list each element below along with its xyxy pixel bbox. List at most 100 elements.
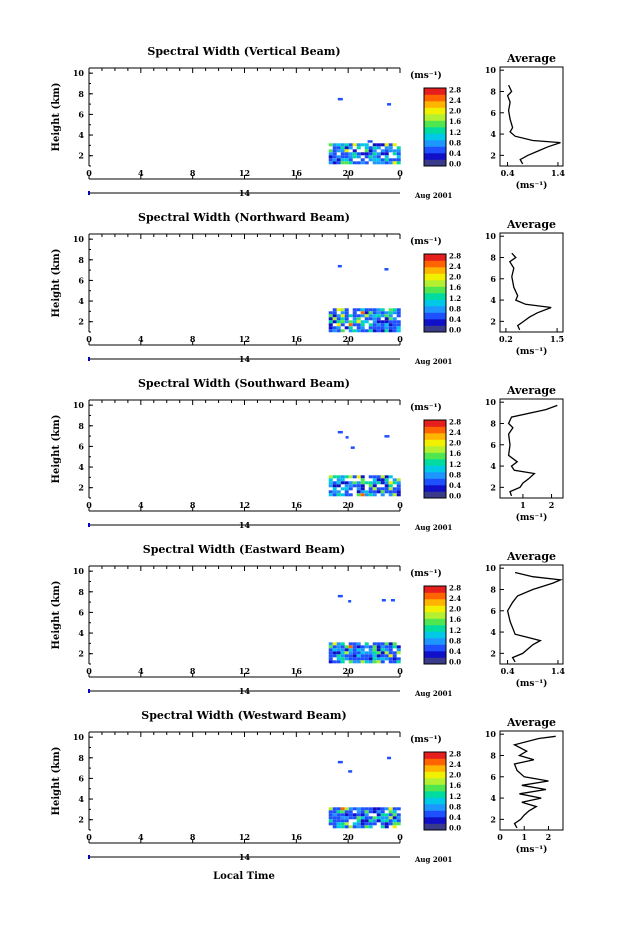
spectral-width-cell — [384, 146, 389, 150]
colorbar-tick-label: 2.0 — [449, 771, 461, 780]
spectral-width-cell — [388, 314, 393, 318]
spectral-width-cell — [332, 487, 337, 491]
colorbar-tick-label: 1.6 — [449, 615, 461, 624]
spectral-width-cell — [356, 155, 361, 159]
spectral-width-cell — [340, 493, 345, 497]
colorbar-tick-label: 0.8 — [449, 138, 461, 147]
colorbar-segment — [424, 586, 446, 593]
spectral-width-cell — [352, 475, 357, 479]
spectral-width-cell — [332, 329, 337, 333]
colorbar-segment — [424, 107, 446, 115]
spectral-width-cell — [360, 810, 365, 814]
spectral-width-cell — [396, 155, 401, 159]
spectral-width-cell — [352, 323, 357, 327]
spectral-width-cell — [356, 657, 361, 661]
average-y-tick-label: 2 — [490, 150, 496, 160]
spectral-width-cell — [360, 481, 365, 485]
spectral-width-cell — [356, 816, 361, 820]
colorbar-segment — [424, 765, 446, 772]
spectral-width-cell — [380, 487, 385, 491]
colorbar-tick-label: 0.8 — [449, 802, 461, 811]
average-x-tick-label: 1 — [521, 832, 527, 842]
spectral-width-cell — [348, 481, 353, 485]
average-y-tick-label: 2 — [490, 814, 496, 824]
average-x-tick-label: 1.5 — [550, 334, 564, 344]
x-tick-label: 0 — [397, 666, 403, 676]
spectral-width-cell — [380, 478, 385, 482]
spectral-width-cell — [368, 481, 373, 485]
spectral-width-cell — [392, 819, 397, 823]
date-label: Aug 2001 — [414, 191, 452, 200]
spectral-width-cell — [340, 478, 345, 482]
spectral-width-cell — [360, 813, 365, 817]
average-frame — [499, 730, 564, 831]
colorbar-segment — [424, 465, 446, 473]
colorbar-tick-label: 2.0 — [449, 439, 461, 448]
spectral-width-cell — [348, 807, 353, 811]
spectral-width-cell — [392, 490, 397, 494]
y-tick-label: 8 — [78, 89, 84, 99]
colorbar-segment — [424, 810, 446, 818]
spectral-width-cell — [340, 819, 345, 823]
spectral-width-cell — [368, 317, 373, 321]
spectral-width-cell — [332, 475, 337, 479]
spectral-width-cell — [372, 819, 377, 823]
colorbar-unit: (ms⁻¹) — [410, 236, 442, 247]
spectral-width-cell — [368, 493, 373, 497]
colorbar-segment — [424, 433, 446, 440]
spectral-width-cell — [380, 152, 385, 156]
spectral-width-cell — [392, 152, 397, 156]
average-frame — [499, 66, 564, 167]
spectral-width-cell — [348, 648, 353, 652]
colorbar-tick-label: 1.6 — [449, 449, 461, 458]
average-y-tick-label: 10 — [485, 563, 497, 573]
spectral-width-cell — [340, 807, 345, 811]
spectral-width-cell — [368, 816, 373, 820]
panel-3: Spectral Width (Eastward Beam) 2 4 6 8 10 Heig… — [51, 543, 565, 698]
spectral-width-cell — [388, 813, 393, 817]
spectral-width-cell — [372, 645, 377, 649]
x-tick-label: 20 — [343, 168, 355, 178]
spectral-width-cell — [380, 825, 385, 829]
y-tick-label: 2 — [78, 483, 84, 493]
spectral-width-cell — [336, 825, 341, 829]
y-tick-label: 8 — [78, 753, 84, 763]
spectral-width-cell — [336, 660, 341, 664]
spectral-width-cell — [336, 490, 341, 494]
spectral-width-cell — [376, 490, 381, 494]
spectral-width-cell — [376, 158, 381, 162]
average-y-tick-label: 2 — [490, 316, 496, 326]
spectral-width-cell — [376, 155, 381, 159]
spectral-width-cell — [372, 152, 377, 156]
spectral-width-cell — [328, 651, 333, 655]
spectral-width-cell — [332, 152, 337, 156]
colorbar-segment — [424, 784, 446, 792]
spectral-width-cell — [364, 660, 369, 664]
spectral-width-cell — [364, 654, 369, 658]
average-y-tick-label: 10 — [485, 231, 497, 241]
isolated-echo — [337, 264, 342, 268]
spectral-width-cell — [348, 314, 353, 318]
y-axis-label: Height (km) — [51, 249, 62, 318]
spectral-width-cell — [384, 158, 389, 162]
colorbar-segment — [424, 651, 446, 658]
spectral-width-cell — [332, 481, 337, 485]
colorbar-segment — [424, 446, 446, 453]
spectral-width-cell — [328, 490, 333, 494]
spectral-width-cell — [356, 326, 361, 330]
spectral-width-cell — [372, 657, 377, 661]
spectral-width-cell — [356, 493, 361, 497]
spectral-width-cell — [368, 660, 373, 664]
spectral-width-cell — [384, 320, 389, 324]
spectral-width-cell — [328, 326, 333, 330]
spectral-width-cell — [348, 484, 353, 488]
average-profile-line — [506, 571, 564, 663]
y-tick-label: 6 — [78, 773, 84, 783]
x-tick-label: 12 — [239, 832, 250, 842]
spectral-width-cell — [328, 320, 333, 324]
spectral-width-cell — [356, 825, 361, 829]
spectral-width-cell — [396, 308, 401, 312]
spectral-width-cell — [356, 481, 361, 485]
average-y-tick-label: 8 — [490, 584, 496, 594]
spectral-width-cell — [352, 645, 357, 649]
